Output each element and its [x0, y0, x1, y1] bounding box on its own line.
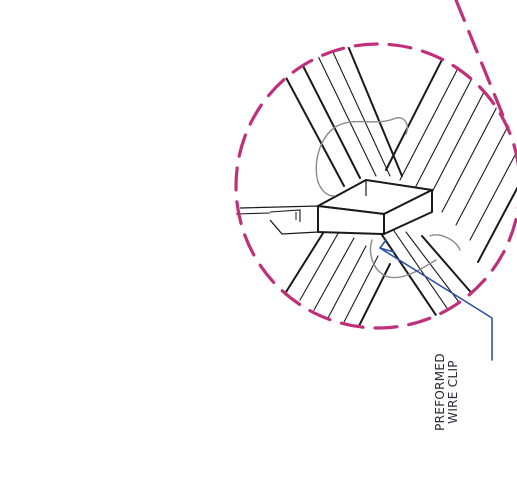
- callout-label: PREFORMED WIRE CLIP: [433, 347, 460, 437]
- wire-clip-outline: [315, 117, 461, 279]
- leader-line: [379, 239, 493, 361]
- detail-extension-line: [454, 0, 510, 130]
- detail-circle: [234, 42, 517, 330]
- connector-block: [317, 179, 433, 235]
- flat-tab: [235, 205, 319, 235]
- arrowhead-icon: [379, 239, 395, 253]
- callout-line-2: WIRE CLIP: [446, 360, 460, 424]
- lower-left-member: [299, 229, 379, 327]
- hatched-members: [281, 44, 517, 328]
